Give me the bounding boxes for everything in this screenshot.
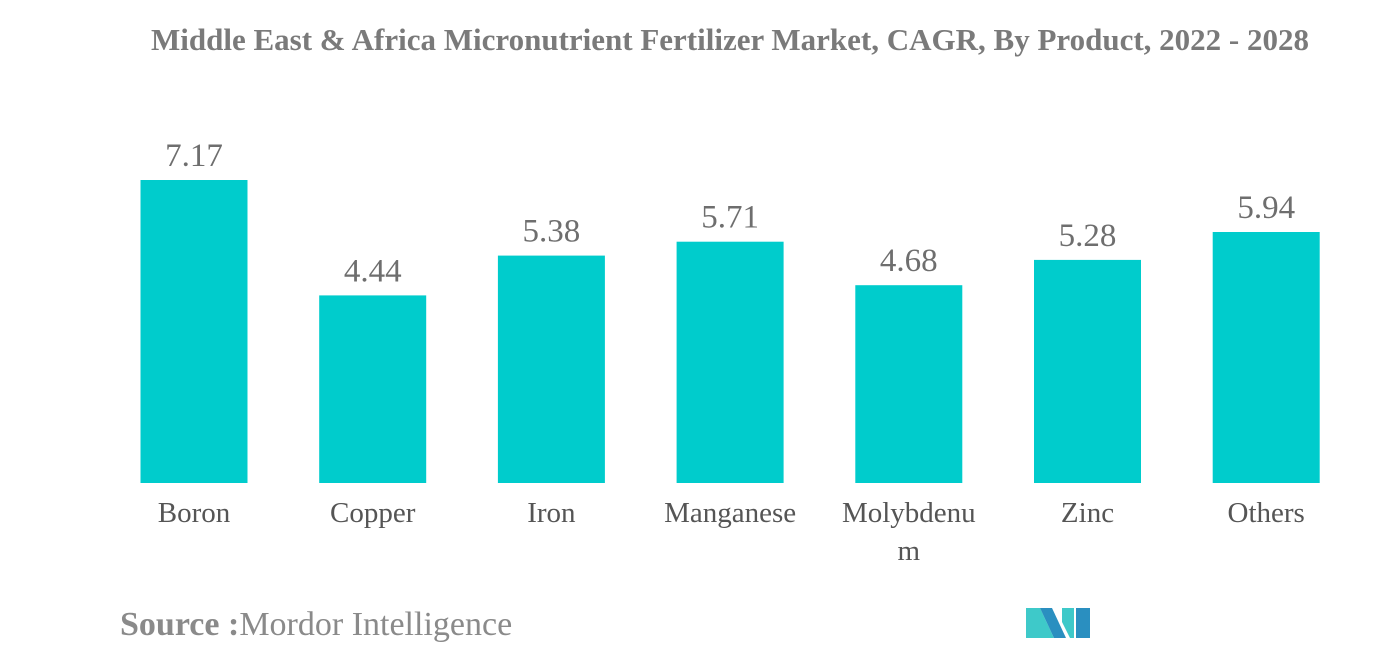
mordor-logo-icon (1026, 608, 1090, 638)
bar-iron (497, 255, 605, 483)
category-label-others: Others (1228, 497, 1305, 529)
category-label-iron: Iron (527, 497, 576, 529)
bar-chart: 7.17 Boron 4.44 Copper 5.38 Iron 5.71 Manganese… (140, 138, 1320, 567)
value-label-boron: 7.17 (165, 138, 223, 174)
bar-zinc (1034, 259, 1141, 483)
category-label-molybdenum: Molybdenu m (842, 497, 976, 567)
category-label-zinc: Zinc (1061, 497, 1114, 529)
bar-others (1212, 232, 1320, 483)
value-label-molybdenum: 4.68 (880, 243, 938, 279)
value-label-others: 5.94 (1237, 190, 1295, 226)
source-text: Mordor Intelligence (239, 606, 513, 643)
value-label-zinc: 5.28 (1059, 218, 1117, 254)
value-label-iron: 5.38 (523, 214, 581, 250)
category-label-manganese: Manganese (664, 497, 796, 529)
bar-copper (319, 295, 427, 483)
category-label-copper: Copper (330, 497, 416, 529)
source-line: Source :Mordor Intelligence (120, 606, 512, 644)
bar-manganese (676, 241, 784, 483)
bar-boron (140, 180, 248, 483)
chart-title: Middle East & Africa Micronutrient Ferti… (151, 22, 1309, 57)
bar-molybdenum (855, 285, 963, 483)
value-label-copper: 4.44 (344, 253, 402, 289)
value-label-manganese: 5.71 (701, 200, 759, 236)
source-label: Source : (120, 606, 240, 643)
category-label-boron: Boron (158, 497, 231, 529)
